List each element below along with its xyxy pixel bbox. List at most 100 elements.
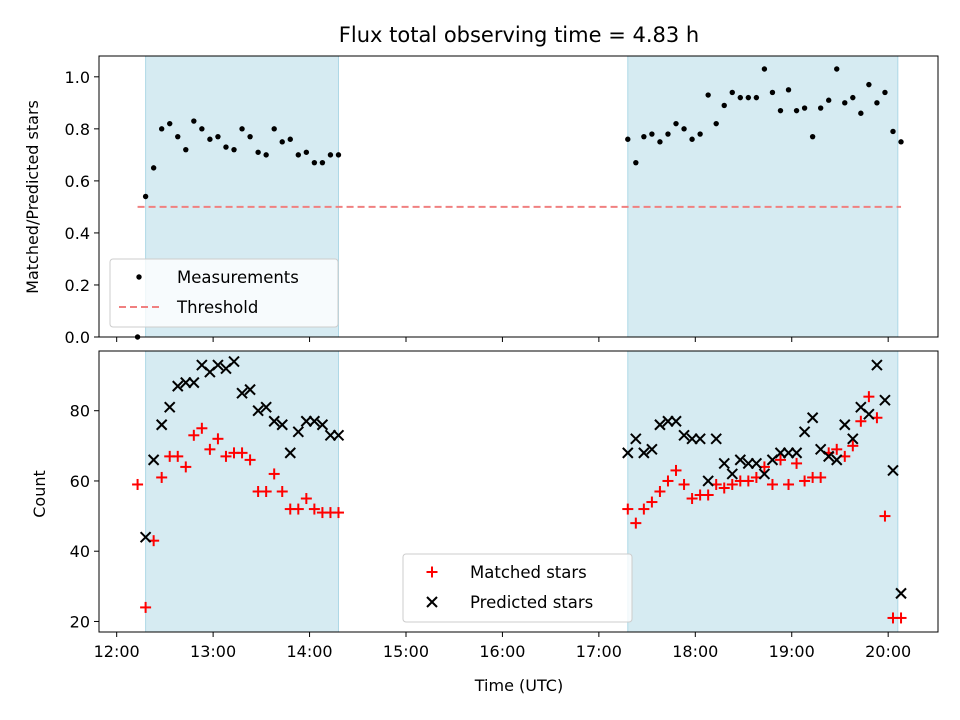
- predicted-star-point: [895, 587, 907, 600]
- matched-star-point: [831, 443, 843, 455]
- measurement-point: [657, 139, 663, 145]
- measurement-point: [761, 66, 768, 72]
- predicted-star-point: [806, 412, 819, 424]
- measurement-point: [809, 133, 816, 140]
- bottom-x-axis: 12:00 13:00 14:00 15:00 16:00 17:00 18:00 19:00…: [94, 632, 911, 661]
- measurements-series: [134, 66, 904, 340]
- matched-star-point: [799, 475, 811, 487]
- observing-window-band: [627, 350, 899, 633]
- matched-star-point: [726, 478, 738, 490]
- top-observing-windows: [145, 55, 899, 338]
- predicted-star-point: [212, 359, 224, 371]
- measurement-point: [279, 139, 285, 145]
- matched-star-point: [292, 503, 304, 515]
- measurement-point: [713, 120, 719, 127]
- predicted-star-point: [332, 429, 345, 442]
- y-tick-label: 20: [70, 612, 90, 631]
- measurement-point: [142, 193, 149, 200]
- matched-star-point: [244, 454, 256, 466]
- matched-star-point: [863, 391, 875, 403]
- predicted-star-point: [308, 415, 321, 427]
- matched-star-point: [670, 464, 682, 476]
- predicted-star-point: [758, 468, 771, 480]
- predicted-star-point: [139, 531, 152, 543]
- measurement-point: [263, 152, 269, 158]
- matched-star-point: [308, 503, 320, 515]
- measurement-point: [769, 89, 776, 96]
- matched-star-point: [678, 478, 690, 490]
- matched-star-point: [847, 440, 859, 452]
- predicted-star-point: [164, 401, 176, 413]
- measurement-point: [311, 159, 318, 166]
- measurement-point: [785, 87, 792, 93]
- predicted-star-point: [726, 468, 738, 480]
- legend-predicted-marker: [426, 596, 438, 608]
- measurement-point: [834, 66, 840, 72]
- predicted-star-point: [654, 419, 666, 431]
- measurement-point: [890, 128, 896, 135]
- predicted-star-point: [670, 415, 682, 427]
- measurement-point: [858, 110, 864, 116]
- chart-title: Flux total observing time = 4.83 h: [339, 23, 699, 47]
- measurement-point: [673, 120, 679, 127]
- top-x-axis-ticks: [116, 337, 889, 342]
- measurement-point: [882, 89, 888, 96]
- measurement-point: [665, 131, 671, 137]
- measurement-point: [271, 126, 277, 132]
- measurement-point: [842, 100, 848, 106]
- bottom-y-axis-label: Count: [30, 470, 49, 518]
- predicted-star-point: [316, 419, 329, 431]
- x-tick-label: 13:00: [190, 642, 236, 661]
- predicted-star-point: [871, 359, 883, 371]
- y-tick-label: 0.2: [65, 276, 90, 295]
- predicted-star-point: [276, 419, 288, 431]
- matched-star-point: [622, 503, 634, 515]
- predicted-star-point: [268, 415, 280, 427]
- matched-star-point: [702, 489, 714, 501]
- measurement-point: [295, 152, 302, 158]
- matched-star-point: [774, 454, 786, 466]
- predicted-star-point: [847, 433, 859, 445]
- measurement-point: [817, 105, 824, 111]
- y-tick-label: 80: [70, 402, 90, 421]
- predicted-stars-series: [139, 355, 907, 600]
- bottom-legend: Matched stars Predicted stars: [402, 553, 633, 623]
- matched-star-point: [895, 612, 907, 624]
- y-tick-label: 60: [70, 472, 90, 491]
- legend-matched-label: Matched stars: [470, 563, 587, 582]
- x-tick-label: 17:00: [576, 642, 622, 661]
- matched-star-point: [236, 447, 248, 459]
- legend-matched-marker: [426, 566, 438, 578]
- measurement-point: [705, 92, 711, 98]
- y-tick-label: 1.0: [65, 68, 90, 87]
- measurement-point: [223, 144, 229, 150]
- matched-star-point: [260, 486, 272, 497]
- measurement-point: [777, 107, 784, 114]
- measurement-point: [737, 94, 744, 101]
- legend-threshold-label: Threshold: [176, 298, 258, 317]
- measurement-point: [633, 159, 639, 166]
- matched-star-point: [686, 493, 698, 505]
- measurement-point: [247, 133, 253, 140]
- measurement-point: [793, 107, 800, 114]
- matched-star-point: [783, 478, 795, 490]
- measurement-point: [287, 136, 293, 142]
- predicted-star-point: [702, 475, 714, 487]
- measurement-point: [239, 126, 245, 132]
- matched-star-point: [742, 475, 754, 487]
- x-tick-label: 12:00: [94, 642, 140, 661]
- measurement-point: [335, 152, 342, 158]
- measurement-point: [199, 126, 205, 132]
- measurement-point: [866, 81, 872, 88]
- matched-star-point: [654, 486, 666, 497]
- measurement-point: [641, 133, 647, 140]
- matched-star-point: [646, 496, 658, 508]
- matched-star-point: [268, 468, 280, 480]
- predicted-star-point: [734, 454, 747, 466]
- x-tick-label: 18:00: [672, 642, 718, 661]
- y-tick-label: 0.0: [65, 328, 90, 347]
- matched-star-point: [140, 601, 152, 613]
- y-tick-label: 0.4: [65, 224, 90, 243]
- matched-star-point: [630, 517, 642, 529]
- measurement-point: [850, 94, 856, 101]
